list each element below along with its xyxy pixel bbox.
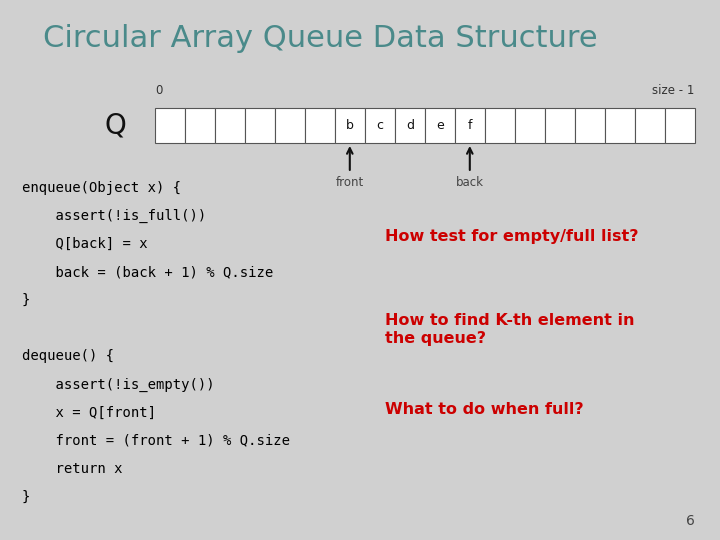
Text: 6: 6	[686, 514, 695, 528]
Text: 0: 0	[155, 84, 162, 97]
Text: assert(!is_empty()): assert(!is_empty())	[22, 377, 215, 392]
Text: b: b	[346, 119, 354, 132]
Text: front = (front + 1) % Q.size: front = (front + 1) % Q.size	[22, 434, 289, 448]
Text: f: f	[467, 119, 472, 132]
Text: Q[back] = x: Q[back] = x	[22, 237, 147, 251]
Text: How to find K-th element in
the queue?: How to find K-th element in the queue?	[385, 313, 635, 346]
Bar	[275, 108, 305, 143]
Text: }: }	[22, 490, 30, 504]
Text: What to do when full?: What to do when full?	[385, 402, 584, 417]
Bar	[365, 108, 395, 143]
Bar	[185, 108, 215, 143]
Bar	[515, 108, 545, 143]
Bar	[605, 108, 635, 143]
Bar	[575, 108, 605, 143]
Bar	[485, 108, 515, 143]
Text: enqueue(Object x) {: enqueue(Object x) {	[22, 181, 181, 195]
Text: return x: return x	[22, 462, 122, 476]
Text: Circular Array Queue Data Structure: Circular Array Queue Data Structure	[43, 24, 598, 53]
Bar	[305, 108, 335, 143]
Text: x = Q[front]: x = Q[front]	[22, 406, 156, 420]
Bar	[215, 108, 245, 143]
Bar	[335, 108, 365, 143]
Bar	[155, 108, 185, 143]
Text: back = (back + 1) % Q.size: back = (back + 1) % Q.size	[22, 265, 273, 279]
Bar	[455, 108, 485, 143]
Text: c: c	[377, 119, 383, 132]
Text: d: d	[406, 119, 414, 132]
Text: size - 1: size - 1	[652, 84, 695, 97]
Text: dequeue() {: dequeue() {	[22, 349, 114, 363]
Text: front: front	[336, 176, 364, 188]
Bar	[545, 108, 575, 143]
Bar	[635, 108, 665, 143]
Bar	[665, 108, 695, 143]
Bar	[395, 108, 425, 143]
Text: How test for empty/full list?: How test for empty/full list?	[385, 230, 639, 245]
Text: back: back	[456, 176, 484, 188]
Text: }: }	[22, 293, 30, 307]
Bar	[245, 108, 275, 143]
Text: assert(!is_full()): assert(!is_full())	[22, 209, 206, 223]
Text: e: e	[436, 119, 444, 132]
Text: Q: Q	[104, 112, 126, 139]
Bar	[425, 108, 455, 143]
